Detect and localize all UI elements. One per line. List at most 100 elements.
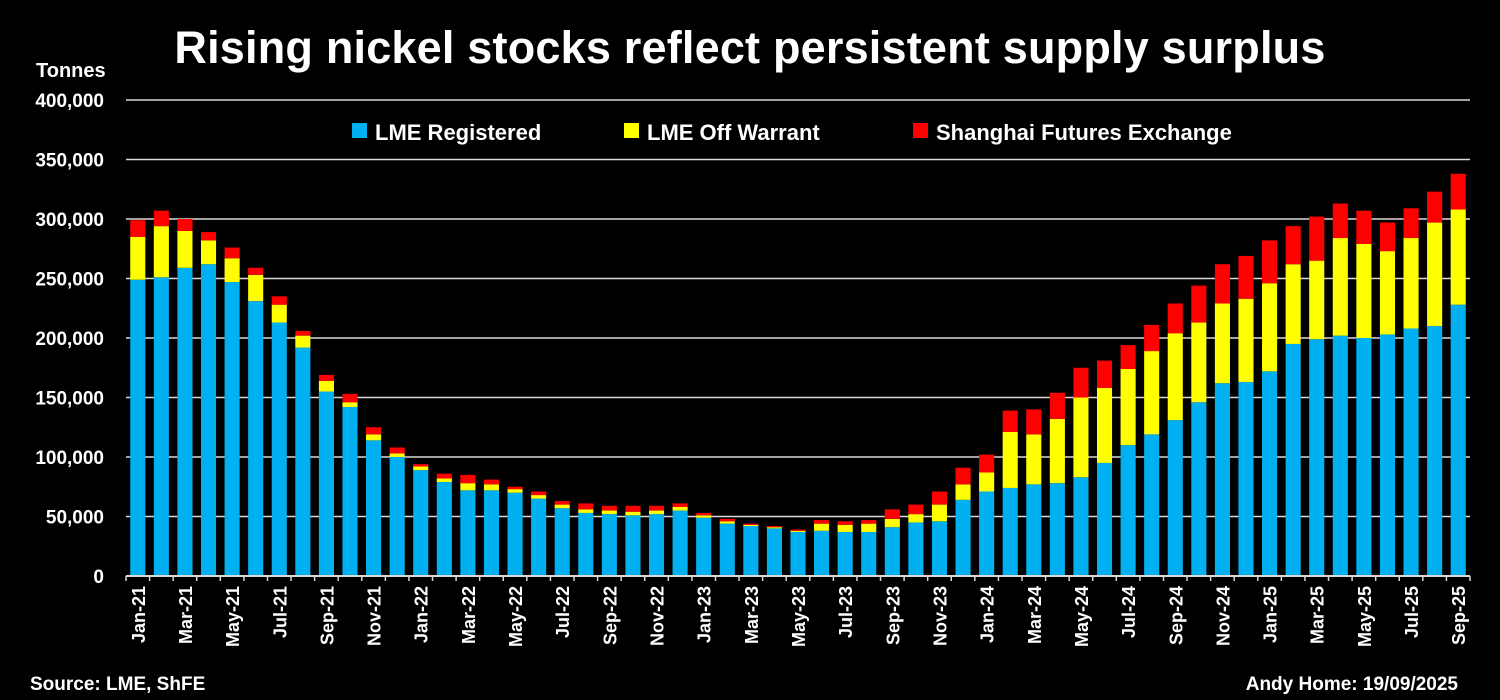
legend-label: Shanghai Futures Exchange xyxy=(936,120,1232,145)
bar-stack xyxy=(861,520,877,576)
bar-stack xyxy=(1285,226,1301,576)
bar-segment-lme-registered xyxy=(507,492,523,576)
bar-segment-lme-off-warrant xyxy=(366,434,382,441)
bar-segment-lme-off-warrant xyxy=(531,495,547,499)
bar-stack xyxy=(625,505,641,576)
bar-stack xyxy=(578,503,594,576)
x-tick-label: Sep-23 xyxy=(883,586,903,645)
bar-segment-shanghai-futures-exchange xyxy=(1262,240,1278,284)
bar-segment-shanghai-futures-exchange xyxy=(318,374,334,381)
y-tick-label: 300,000 xyxy=(35,210,104,231)
bar-stack xyxy=(1026,409,1042,576)
bar-segment-lme-off-warrant xyxy=(389,453,405,457)
bar-segment-shanghai-futures-exchange xyxy=(814,520,830,524)
x-tick-label: Sep-25 xyxy=(1449,586,1469,645)
bar-segment-shanghai-futures-exchange xyxy=(1309,216,1325,261)
bar-segment-shanghai-futures-exchange xyxy=(271,296,287,305)
bar-stack xyxy=(366,427,382,576)
bar-stack xyxy=(271,296,287,576)
x-tick-label: Nov-23 xyxy=(931,586,951,646)
bar-stack xyxy=(460,474,476,576)
legend: LME Registered LME Off Warrant Shanghai Fu… xyxy=(352,120,1232,145)
bar-segment-lme-off-warrant xyxy=(1096,387,1113,463)
bar-segment-shanghai-futures-exchange xyxy=(295,330,311,336)
bar-segment-lme-registered xyxy=(130,279,146,576)
x-tick-label: Jul-23 xyxy=(836,586,856,638)
bar-segment-shanghai-futures-exchange xyxy=(1026,409,1042,435)
bar-stack xyxy=(1214,264,1230,576)
bar-stack xyxy=(1427,191,1443,576)
bar-segment-lme-registered xyxy=(295,347,311,576)
bar-segment-shanghai-futures-exchange xyxy=(625,505,641,512)
bar-segment-lme-registered xyxy=(200,264,217,576)
bar-segment-shanghai-futures-exchange xyxy=(153,210,169,227)
bar-segment-lme-registered xyxy=(601,514,617,576)
bar-segment-lme-off-warrant xyxy=(554,504,570,509)
bar-segment-lme-registered xyxy=(908,522,924,576)
bar-segment-lme-off-warrant xyxy=(1214,303,1230,384)
bar-segment-shanghai-futures-exchange xyxy=(483,479,500,485)
bar-segment-lme-registered xyxy=(625,515,641,576)
x-axis xyxy=(125,575,1471,581)
bar-segment-lme-off-warrant xyxy=(1026,434,1042,485)
bar-segment-shanghai-futures-exchange xyxy=(1285,226,1301,265)
bar-stack xyxy=(1002,410,1018,576)
bar-stack xyxy=(931,491,948,576)
bar-stacks xyxy=(130,173,1466,576)
bar-segment-shanghai-futures-exchange xyxy=(200,232,217,241)
x-tick-label: Jul-21 xyxy=(270,586,290,638)
bar-segment-lme-registered xyxy=(1096,462,1113,576)
bar-segment-lme-registered xyxy=(1450,304,1466,576)
x-tick-label: Mar-21 xyxy=(176,586,196,644)
bar-segment-lme-registered xyxy=(389,457,405,576)
bar-segment-lme-off-warrant xyxy=(1379,251,1396,335)
bar-segment-shanghai-futures-exchange xyxy=(130,220,146,237)
bar-stack xyxy=(224,247,240,576)
bar-segment-shanghai-futures-exchange xyxy=(743,523,759,525)
x-tick-label: Jul-24 xyxy=(1119,586,1139,638)
bar-segment-shanghai-futures-exchange xyxy=(955,467,971,485)
bar-stack xyxy=(766,526,782,576)
bar-segment-shanghai-futures-exchange xyxy=(1096,360,1113,388)
bar-segment-lme-off-warrant xyxy=(696,515,712,518)
bar-stack xyxy=(1073,367,1089,576)
bar-segment-lme-registered xyxy=(743,526,759,576)
bar-stack xyxy=(1238,255,1254,576)
x-tick-label: Sep-24 xyxy=(1166,586,1186,645)
x-tick-label: Sep-21 xyxy=(317,586,337,645)
bar-segment-shanghai-futures-exchange xyxy=(224,247,240,259)
legend-item: LME Registered xyxy=(352,120,541,145)
bar-stack xyxy=(979,454,995,576)
bar-segment-shanghai-futures-exchange xyxy=(696,512,712,516)
bar-segment-shanghai-futures-exchange xyxy=(1191,285,1207,323)
y-tick-label: 350,000 xyxy=(35,151,104,172)
chart-title: Rising nickel stocks reflect persistent … xyxy=(174,22,1326,73)
bar-segment-lme-off-warrant xyxy=(979,472,995,492)
bar-segment-lme-registered xyxy=(1073,477,1089,576)
bar-segment-lme-registered xyxy=(884,527,900,576)
bar-stack xyxy=(130,220,146,576)
bar-stack xyxy=(554,501,570,576)
x-tick-label: Jul-25 xyxy=(1402,586,1422,638)
bar-segment-shanghai-futures-exchange xyxy=(389,447,405,454)
bar-segment-lme-registered xyxy=(1309,339,1325,576)
y-tick-label: 250,000 xyxy=(35,270,104,291)
bar-segment-lme-registered xyxy=(248,301,264,576)
x-tick-label: Jul-22 xyxy=(553,586,573,638)
x-tick-label: Mar-25 xyxy=(1308,586,1328,644)
bar-stack xyxy=(389,447,405,576)
bar-segment-lme-registered xyxy=(271,322,287,576)
bar-stack xyxy=(1191,285,1207,576)
bar-segment-lme-registered xyxy=(1403,328,1419,576)
bar-segment-lme-off-warrant xyxy=(1427,222,1443,327)
bar-stack xyxy=(1120,345,1136,576)
x-axis-tick-labels: Jan-21 Mar-21 May-21 Jul-21 Sep-21 Nov-21 Jan-… xyxy=(129,586,1469,647)
bar-segment-lme-registered xyxy=(696,517,712,576)
bar-stack xyxy=(837,521,853,576)
bar-segment-lme-registered xyxy=(1285,343,1301,576)
bar-segment-lme-off-warrant xyxy=(153,226,169,278)
bar-segment-shanghai-futures-exchange xyxy=(460,474,476,484)
bar-stack xyxy=(436,473,452,576)
bar-stack xyxy=(248,267,264,576)
bar-segment-lme-off-warrant xyxy=(1262,283,1278,372)
